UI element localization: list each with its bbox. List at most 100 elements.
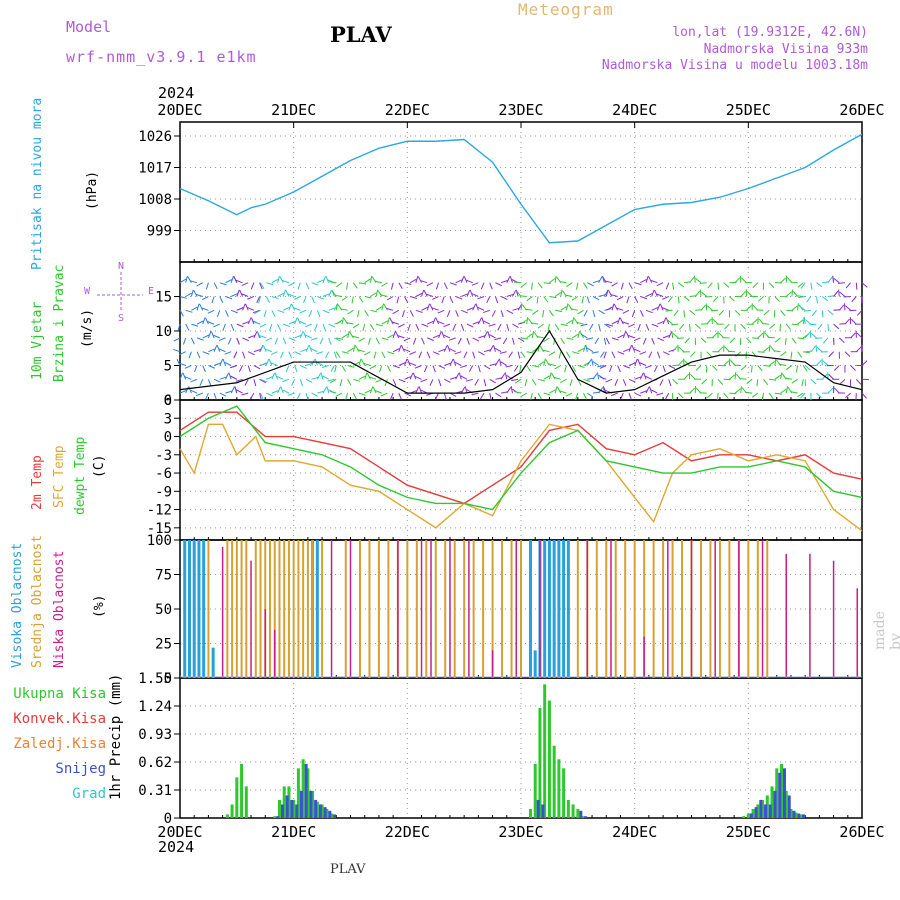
wind-barb bbox=[512, 307, 520, 311]
cloud-high-bar bbox=[192, 540, 196, 678]
wind-barb bbox=[699, 282, 707, 284]
wind-barb bbox=[305, 392, 309, 400]
precip-snow-bar bbox=[318, 804, 322, 818]
wind-barb bbox=[205, 317, 209, 325]
wind-barb bbox=[668, 365, 676, 370]
cloud-mid-bar bbox=[297, 540, 300, 678]
wind-barb bbox=[336, 282, 343, 288]
wind-barb bbox=[328, 323, 336, 328]
wind-barb bbox=[195, 293, 203, 297]
wind-barb bbox=[412, 372, 417, 380]
y-tick-label: 100 bbox=[147, 533, 172, 549]
wind-barb bbox=[326, 386, 330, 394]
wind-barb bbox=[432, 365, 436, 373]
wind-barb bbox=[219, 296, 224, 304]
wind-barb bbox=[276, 375, 284, 380]
precip-snow-bar bbox=[792, 810, 796, 818]
wind-barb bbox=[495, 282, 502, 287]
precip-total-bar bbox=[287, 786, 291, 818]
wind-barb bbox=[570, 308, 578, 311]
wind-barb bbox=[537, 361, 545, 366]
wind-barb bbox=[619, 317, 624, 325]
wind-barb bbox=[432, 317, 436, 325]
wind-barb bbox=[598, 276, 603, 283]
wind-barb bbox=[314, 323, 318, 331]
wind-barb bbox=[322, 309, 330, 314]
wind-barb bbox=[271, 278, 279, 284]
wind-barb bbox=[643, 372, 647, 380]
wind-barb bbox=[489, 363, 497, 366]
wind-barb bbox=[810, 346, 816, 353]
wind-barb bbox=[449, 358, 454, 366]
wind-barb bbox=[270, 351, 278, 355]
wind-barb bbox=[634, 376, 642, 380]
wind-barb bbox=[346, 282, 349, 290]
cloud-high-bar bbox=[315, 540, 319, 678]
precip-snow-bar bbox=[541, 804, 545, 818]
wind-barb bbox=[370, 292, 377, 297]
wind-barb bbox=[548, 372, 552, 380]
wind-barb bbox=[305, 345, 310, 352]
wind-barb bbox=[219, 376, 227, 380]
wind-barb bbox=[694, 323, 701, 330]
wind-barb bbox=[414, 375, 422, 380]
precip-snow-bar bbox=[749, 813, 753, 818]
wind-barb bbox=[409, 362, 417, 366]
wind-barb bbox=[201, 296, 209, 301]
wind-barb bbox=[253, 331, 258, 339]
wind-barb bbox=[277, 323, 281, 331]
cloud-mid-bar bbox=[501, 540, 504, 678]
wind-barb bbox=[798, 296, 806, 299]
cloud-mid-bar bbox=[321, 540, 324, 678]
wind-barb bbox=[531, 322, 539, 325]
wind-barb bbox=[369, 275, 373, 283]
wind-barb bbox=[185, 292, 193, 297]
wind-barb bbox=[620, 392, 624, 400]
wind-barb bbox=[672, 332, 679, 339]
wind-barb bbox=[543, 337, 550, 343]
wind-barb bbox=[622, 379, 627, 386]
temp-dewpt-line bbox=[179, 405, 863, 511]
wind-barb bbox=[520, 337, 528, 340]
wind-barb bbox=[774, 358, 777, 366]
wind-barb bbox=[386, 307, 394, 311]
wind-barb bbox=[423, 365, 428, 373]
wind-barb bbox=[724, 346, 730, 353]
wind-barb bbox=[845, 392, 851, 399]
wind-barb bbox=[774, 296, 780, 303]
wind-barb bbox=[514, 391, 522, 394]
wind-barb bbox=[438, 365, 446, 369]
wind-barb bbox=[270, 362, 278, 366]
wind-barb bbox=[711, 332, 718, 339]
temp-2m-line bbox=[179, 411, 863, 505]
wind-barb bbox=[761, 393, 764, 401]
wind-barb bbox=[828, 373, 834, 380]
wind-barb bbox=[547, 324, 550, 332]
wind-barb bbox=[347, 330, 350, 339]
wind-barb bbox=[683, 296, 690, 302]
wind-barb bbox=[437, 309, 445, 314]
wind-barb bbox=[600, 351, 605, 358]
cloud-high-bar bbox=[533, 650, 537, 678]
wind-barb bbox=[801, 379, 804, 387]
precip-snow-bar bbox=[768, 804, 772, 818]
year-bottom: 2024 bbox=[158, 838, 195, 856]
cloud-mid-bar bbox=[520, 540, 522, 678]
wind-barb bbox=[733, 364, 741, 366]
wind-barb bbox=[242, 303, 246, 311]
wind-barb bbox=[252, 309, 260, 314]
wind-barb bbox=[526, 365, 531, 372]
precip-snow-bar bbox=[797, 813, 801, 818]
wind-barb bbox=[706, 318, 712, 325]
cloud-mid-bar bbox=[633, 540, 636, 678]
y-tick-label: 0 bbox=[164, 811, 172, 827]
wind-barb bbox=[769, 323, 776, 330]
wind-barb bbox=[486, 296, 491, 304]
wind-barb bbox=[364, 310, 369, 317]
wind-barb bbox=[443, 334, 451, 339]
wind-barb bbox=[723, 392, 729, 399]
wind-barb bbox=[565, 392, 573, 397]
wind-barb bbox=[341, 365, 346, 372]
wind-barb bbox=[260, 282, 265, 290]
cloud-low-bar bbox=[690, 540, 693, 678]
